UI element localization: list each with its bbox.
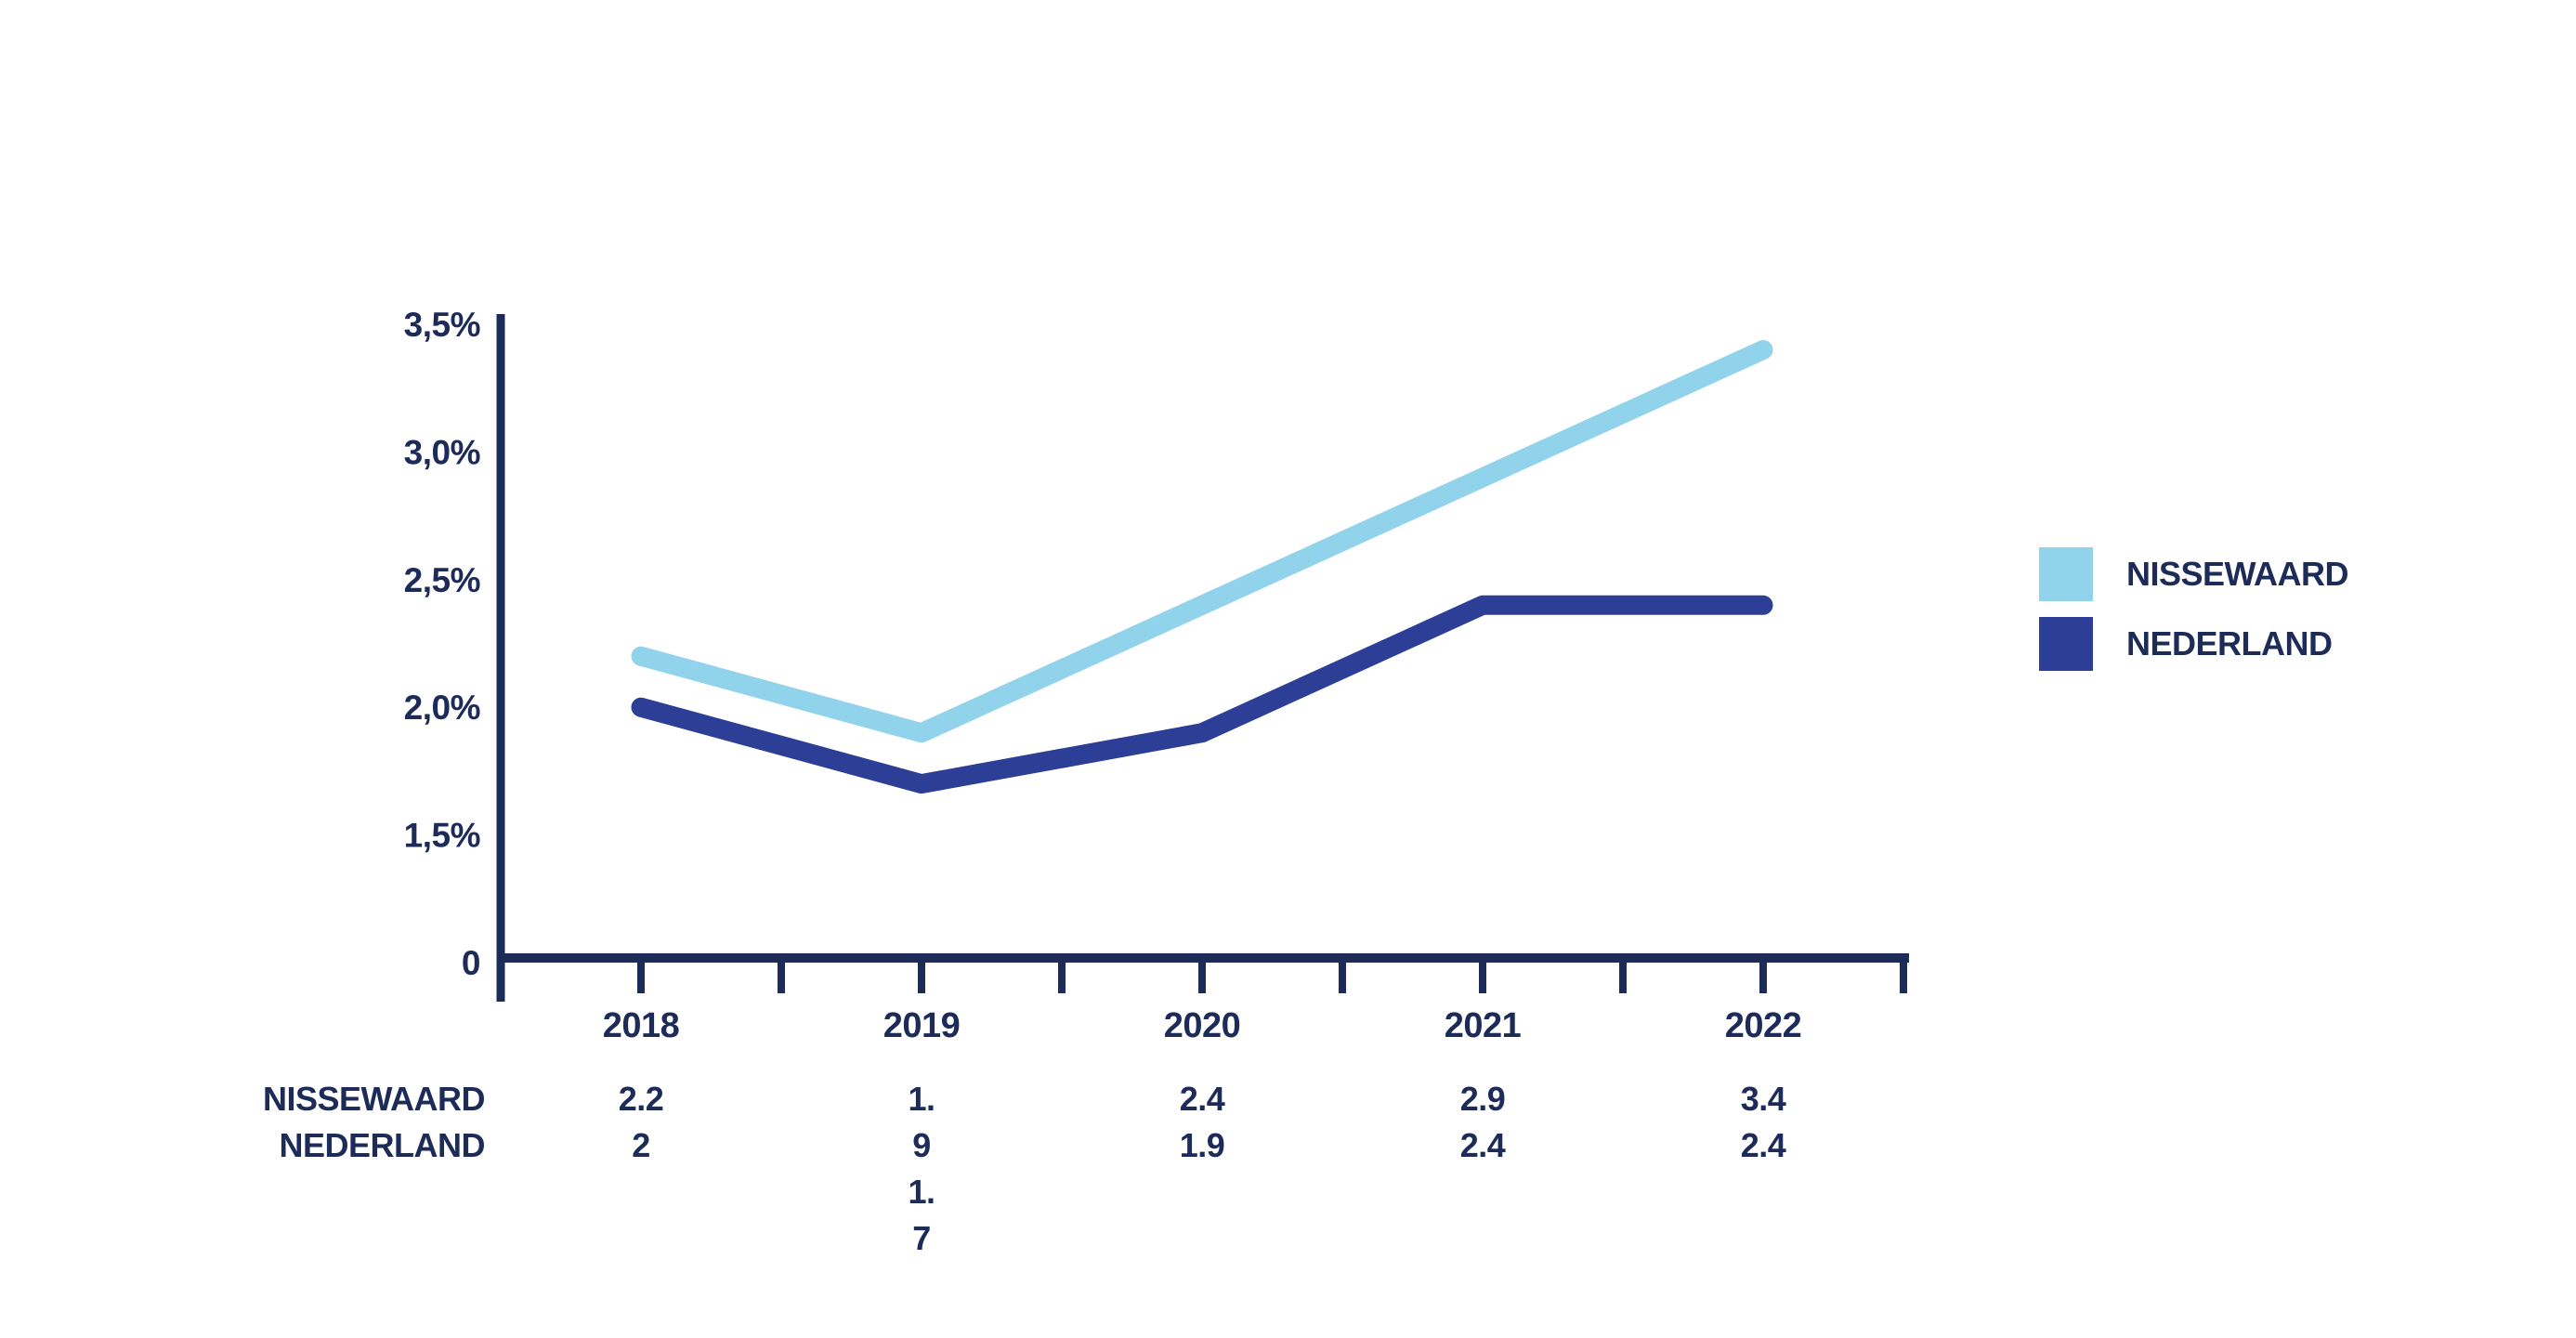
legend-item-nissewaard: NISSEWAARD bbox=[2039, 547, 2349, 601]
x-tick-label: 2021 bbox=[1445, 1006, 1522, 1045]
chart-legend: NISSEWAARD NEDERLAND bbox=[2039, 547, 2349, 687]
y-tick-label: 0 bbox=[462, 944, 480, 982]
series-line-nissewaard bbox=[631, 340, 1773, 743]
x-tick-label: 2019 bbox=[883, 1006, 961, 1045]
legend-item-nederland: NEDERLAND bbox=[2039, 617, 2348, 671]
x-tick-label: 2018 bbox=[603, 1006, 680, 1045]
x-axis-labels: 2018 2019 2020 2021 2022 bbox=[603, 1006, 1802, 1045]
chart-axes bbox=[496, 314, 1909, 1002]
x-tick-label: 2020 bbox=[1164, 1006, 1241, 1045]
legend-swatch-nederland bbox=[2039, 617, 2093, 671]
y-tick-label: 1,5% bbox=[404, 817, 480, 855]
legend-swatch-nissewaard bbox=[2039, 547, 2093, 601]
x-tick-label: 2022 bbox=[1725, 1006, 1802, 1045]
y-tick-label: 3,0% bbox=[404, 433, 480, 471]
legend-label: NEDERLAND bbox=[2126, 624, 2333, 662]
legend-label: NISSEWAARD bbox=[2126, 555, 2349, 593]
y-tick-label: 2,0% bbox=[404, 689, 480, 727]
y-tick-label: 3,5% bbox=[404, 306, 480, 344]
y-tick-label: 2,5% bbox=[404, 561, 480, 599]
series-lines bbox=[631, 340, 1773, 794]
y-axis-labels: 0 1,5% 2,0% 2,5% 3,0% 3,5% bbox=[404, 306, 481, 982]
series-line-nederland bbox=[631, 595, 1773, 794]
